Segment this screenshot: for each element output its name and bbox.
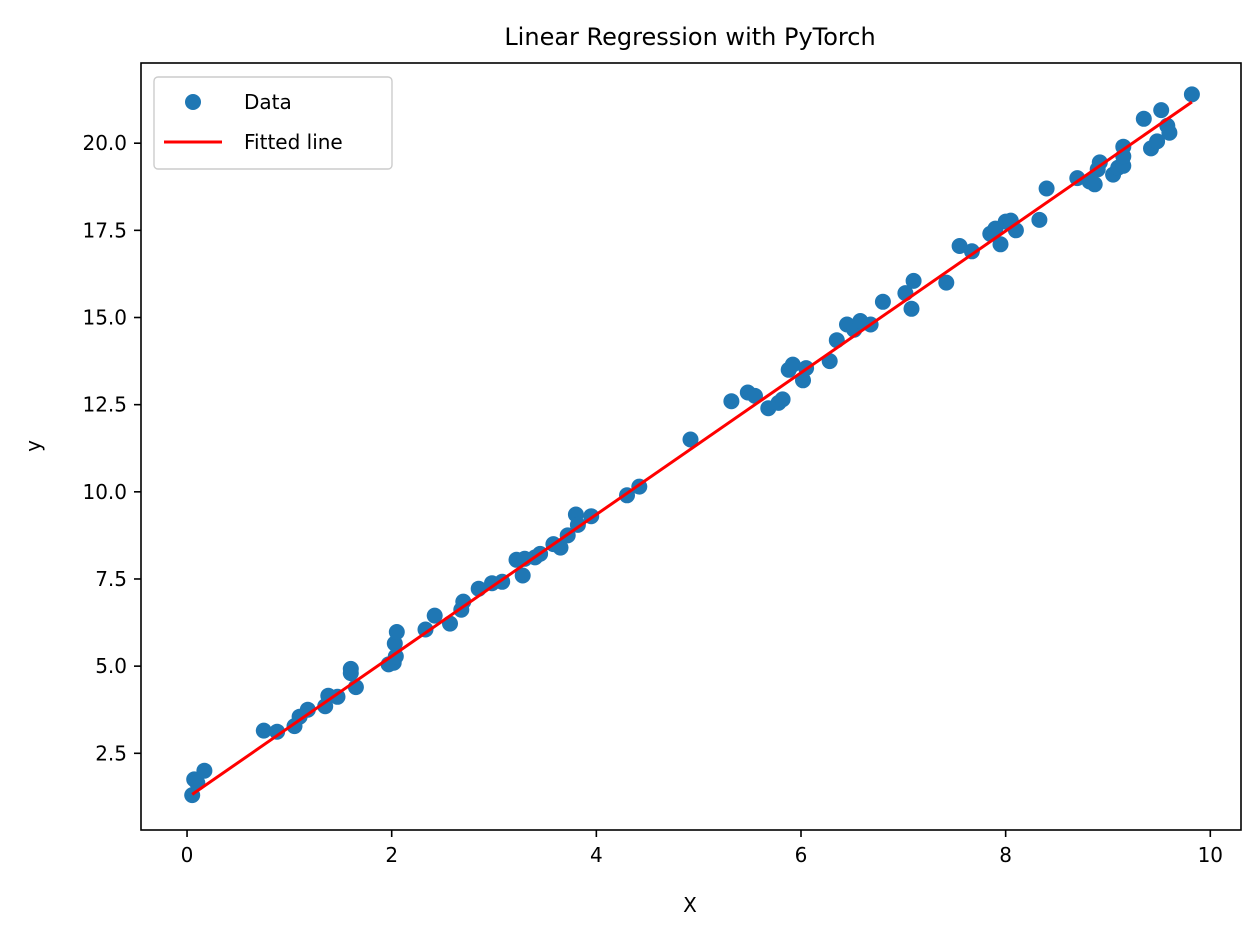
data-point [1031, 211, 1048, 228]
data-point [874, 293, 891, 310]
y-tick-label: 5.0 [95, 654, 127, 678]
data-point [905, 272, 922, 289]
data-point [269, 723, 286, 740]
legend-data-label: Data [244, 90, 292, 114]
y-tick-label: 2.5 [95, 741, 127, 765]
plot-area [184, 86, 1200, 804]
y-tick-label: 15.0 [82, 306, 127, 330]
data-point [1153, 102, 1170, 119]
y-tick-label: 12.5 [82, 393, 127, 417]
data-point [951, 238, 968, 254]
chart-title: Linear Regression with PyTorch [504, 23, 875, 51]
x-tick-label: 2 [385, 843, 398, 867]
data-point [992, 236, 1009, 253]
data-point [426, 607, 443, 624]
data-point [1086, 176, 1103, 193]
data-point [1038, 180, 1055, 197]
data-point [682, 431, 699, 448]
x-axis: 0 2 4 6 8 10 [181, 830, 1223, 867]
y-tick-label: 20.0 [82, 131, 127, 155]
data-point [903, 300, 920, 317]
fitted-line [191, 100, 1193, 796]
y-tick-label: 7.5 [95, 567, 127, 591]
x-axis-label: X [683, 893, 697, 917]
data-point [1161, 124, 1178, 141]
data-point [938, 274, 955, 291]
data-point [723, 393, 740, 410]
data-point [417, 621, 434, 638]
data-point [1149, 133, 1166, 150]
axes-frame [140, 62, 1242, 831]
x-tick-label: 0 [181, 843, 194, 867]
data-point [795, 372, 811, 389]
legend-box [153, 76, 393, 170]
data-point [747, 387, 763, 404]
x-tick-label: 10 [1198, 843, 1223, 867]
x-tick-label: 8 [999, 843, 1012, 867]
y-axis: 2.5 5.0 7.5 10.0 12.5 15.0 17.5 20.0 [82, 131, 141, 765]
data-point [196, 762, 213, 779]
data-point [299, 701, 316, 718]
data-point [388, 624, 405, 640]
data-point [1069, 170, 1086, 187]
y-axis-label: y [21, 440, 45, 452]
data-point [1183, 86, 1200, 103]
y-tick-label: 17.5 [82, 218, 127, 242]
y-tick-label: 10.0 [82, 480, 127, 504]
data-point [784, 356, 801, 373]
data-point [963, 243, 980, 260]
legend-data-marker [185, 94, 201, 110]
x-tick-label: 4 [590, 843, 603, 867]
data-point [514, 567, 531, 584]
data-point [1135, 110, 1152, 127]
legend: Data Fitted line [153, 76, 393, 170]
legend-fitted-line-label: Fitted line [244, 130, 343, 154]
x-tick-label: 6 [795, 843, 808, 867]
data-point [342, 660, 359, 677]
data-point [774, 391, 791, 408]
data-point [1091, 154, 1108, 171]
data-point [255, 722, 272, 739]
